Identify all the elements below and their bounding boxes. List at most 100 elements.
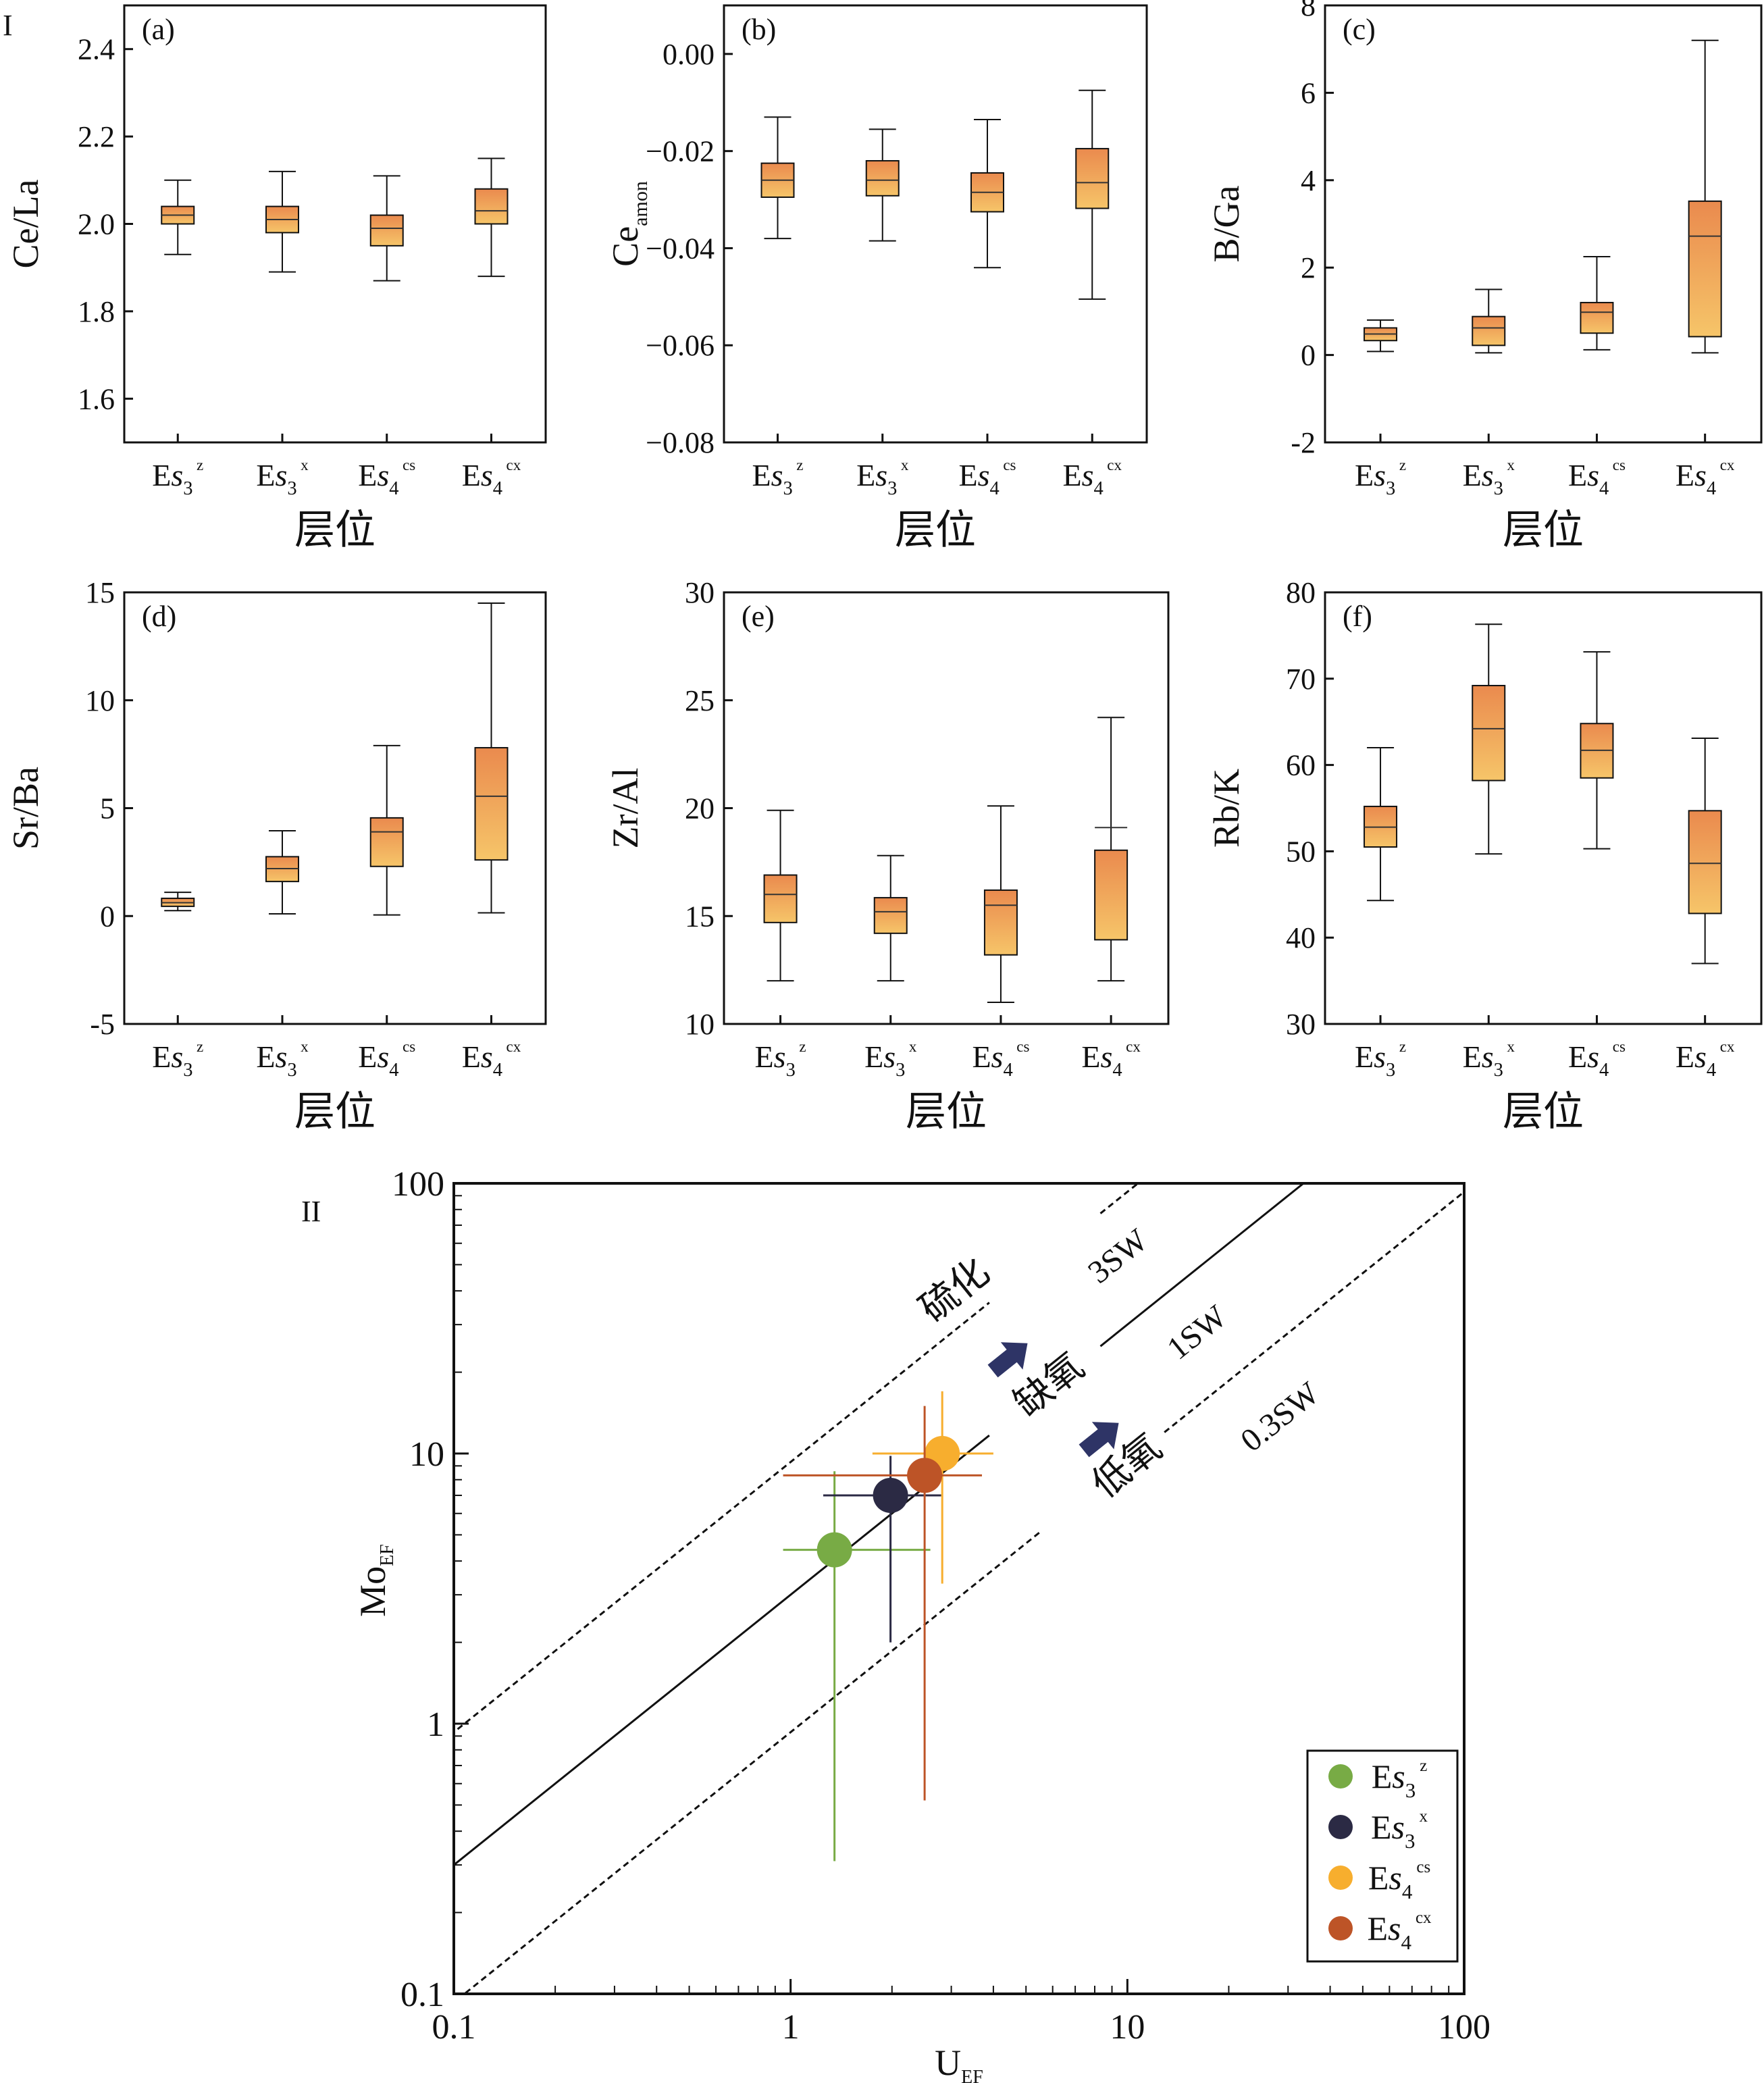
y-tick-label: 2.2 [78, 120, 115, 153]
plot-frame [1324, 591, 1763, 1025]
y-axis-title: MoEF [353, 1544, 398, 1617]
box-panel-d: (d) -5 0 5 10 15 Es3z Es3x Es4cs Es4cx 层位 Sr/Ba [5, 576, 547, 1134]
x-tick-label: Es3z [1355, 1038, 1406, 1081]
scatter-series [783, 1406, 983, 1801]
y-tick-label: 100 [392, 1165, 444, 1204]
box [1094, 849, 1129, 941]
x-axis-title: 层位 [294, 1089, 375, 1134]
legend-label: Es4cs [1368, 1858, 1430, 1903]
y-tick-label: 80 [1286, 576, 1316, 609]
legend-label: Es4cx [1367, 1909, 1432, 1954]
scatter-series [823, 1456, 941, 1643]
arrow-shape [987, 1342, 1028, 1378]
y-axis-title: Ce/La [5, 180, 46, 269]
x-tick-label: Es4cs [959, 457, 1016, 499]
y-tick-label: −0.02 [646, 135, 715, 168]
y-tick-label: 5 [100, 792, 115, 825]
y-axis-title: Rb/K [1206, 769, 1247, 848]
box [369, 214, 404, 247]
x-tick-label: Es3x [256, 1038, 309, 1081]
x-axis-title: 层位 [906, 1089, 987, 1134]
legend-marker [1328, 1815, 1353, 1839]
section-label-bottom: II [301, 1195, 321, 1228]
plot-frame [1324, 4, 1763, 444]
reference-line [454, 1302, 990, 1734]
reference-line-label: 3SW [1081, 1222, 1155, 1291]
y-axis-title: Sr/Ba [5, 767, 46, 850]
y-tick-label: 10 [409, 1435, 444, 1474]
y-tick-label: 60 [1286, 749, 1316, 782]
zone-annotation: 硫化 [912, 1251, 997, 1331]
reference-line-label: 1SW [1160, 1298, 1234, 1367]
arrow-icon [1079, 1422, 1119, 1458]
x-tick-label: 1 [782, 2008, 800, 2047]
y-tick-label: −0.06 [646, 329, 715, 362]
section-label-top: I [3, 9, 13, 42]
data-point [873, 1477, 908, 1513]
x-tick-label: Es3x [256, 457, 309, 499]
y-tick-label: 30 [1286, 1008, 1316, 1041]
x-axis-title: UEF [935, 2042, 983, 2083]
x-tick-label: Es3x [1463, 1038, 1515, 1081]
y-tick-label: 0.1 [400, 1976, 444, 2014]
panel-label: (b) [742, 13, 776, 46]
arrow-icon [987, 1342, 1028, 1378]
panel-label: (d) [142, 600, 176, 633]
x-tick-label: Es4cx [1062, 457, 1122, 499]
reference-line [1164, 1190, 1464, 1433]
box [873, 897, 908, 934]
plot-frame [723, 4, 1148, 444]
x-tick-label: Es3z [752, 457, 803, 499]
reference-line [1099, 1183, 1140, 1214]
box-panel-c: (c) -2 0 2 4 6 8 Es3z Es3x Es4cs Es4cx 层位 B/Ga [1206, 0, 1763, 552]
y-tick-label: 15 [685, 900, 715, 933]
panel-label: (c) [1343, 13, 1376, 46]
box [369, 817, 404, 867]
panel-label: (e) [742, 600, 775, 633]
y-tick-label: 2.4 [78, 33, 115, 66]
box [1688, 810, 1722, 915]
y-tick-label: 10 [85, 684, 115, 717]
legend-label: Es3x [1371, 1807, 1428, 1853]
y-tick-label: 4 [1301, 164, 1316, 197]
x-axis-title: 层位 [1503, 508, 1584, 552]
legend-label: Es3z [1372, 1757, 1428, 1802]
x-tick-label: 10 [1110, 2008, 1145, 2047]
y-tick-label: 70 [1286, 663, 1316, 696]
x-tick-label: Es4cx [1676, 457, 1735, 499]
y-tick-label: −0.08 [646, 426, 715, 459]
arrow-shape [1079, 1422, 1119, 1458]
y-tick-label: 40 [1286, 921, 1316, 954]
y-axis-title: B/Ga [1206, 185, 1247, 262]
y-axis-title: Ceamon [605, 181, 652, 267]
x-tick-label: Es4cx [462, 1038, 521, 1081]
reference-line [1099, 1183, 1305, 1347]
x-tick-label: Es4cs [358, 1038, 415, 1081]
x-tick-label: Es3x [864, 1038, 917, 1081]
x-axis-title: 层位 [294, 508, 375, 552]
y-tick-label: 25 [685, 684, 715, 717]
y-tick-label: 1.8 [78, 295, 115, 328]
y-tick-label: 10 [685, 1008, 715, 1041]
box [1472, 685, 1506, 781]
box-panel-b: (b) −0.08 −0.06 −0.04 −0.02 0.00 Es3z Es3x Es4cs… [605, 4, 1148, 552]
x-tick-label: Es3x [1463, 457, 1515, 499]
y-tick-label: 20 [685, 792, 715, 825]
x-tick-label: Es4cx [462, 457, 521, 499]
x-tick-label: Es4cx [1081, 1038, 1141, 1081]
data-point [907, 1458, 943, 1493]
legend-marker [1328, 1916, 1353, 1940]
box [763, 874, 798, 923]
x-tick-label: Es3z [755, 1038, 806, 1081]
x-tick-label: 100 [1438, 2008, 1490, 2047]
x-tick-label: Es4cs [1568, 1038, 1626, 1081]
x-tick-label: Es3z [1355, 457, 1406, 499]
x-tick-label: Es4cx [1676, 1038, 1735, 1081]
y-tick-label: 0.00 [663, 38, 715, 71]
x-tick-label: Es3x [856, 457, 909, 499]
scatter-series [783, 1471, 931, 1861]
y-tick-label: −0.04 [646, 232, 715, 265]
y-tick-label: -5 [90, 1008, 115, 1041]
legend-marker [1328, 1866, 1353, 1890]
